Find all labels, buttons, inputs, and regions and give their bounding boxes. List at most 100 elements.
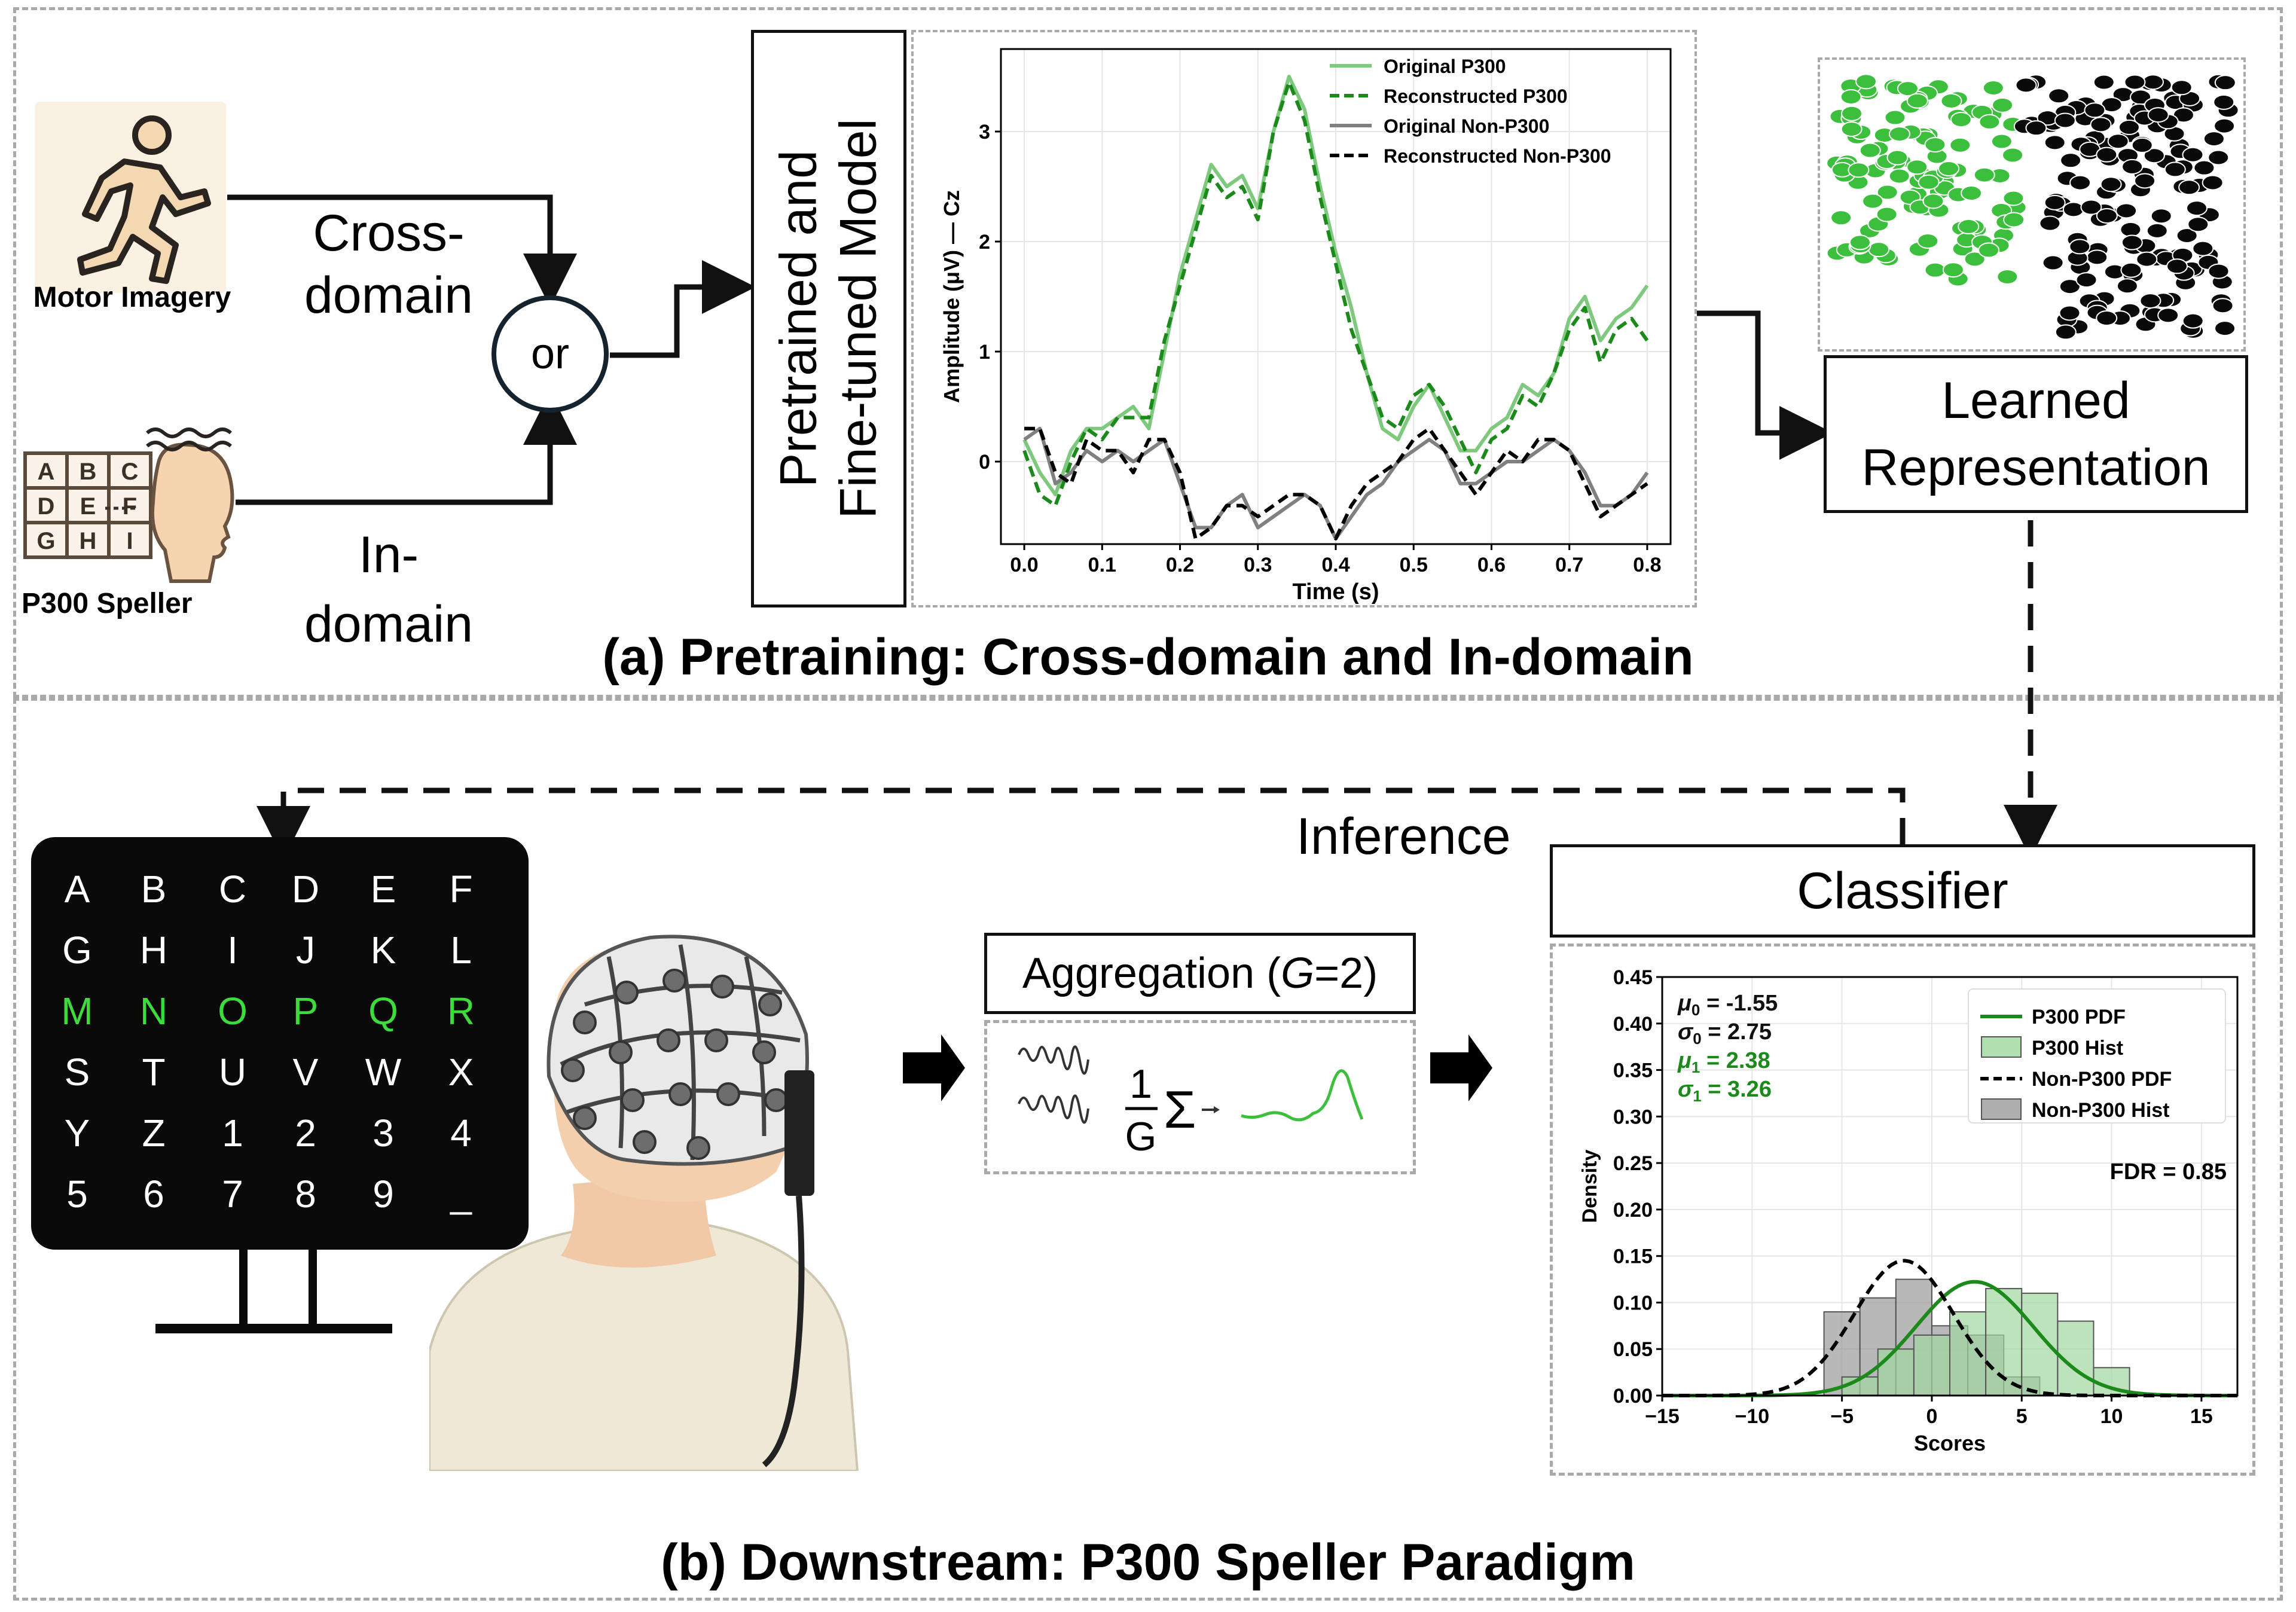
scatter-point xyxy=(1917,233,1939,249)
scatter-point xyxy=(2059,305,2081,321)
speller-cell: J xyxy=(296,929,315,972)
mini-letter: D xyxy=(38,493,55,520)
y-tick-label: 2 xyxy=(979,231,990,254)
y-axis-label: Density xyxy=(1578,1150,1601,1223)
learned-line1: Learned xyxy=(1941,372,2130,429)
mini-letter: H xyxy=(80,528,97,554)
x-tick-label: 15 xyxy=(2190,1405,2213,1428)
scatter-point xyxy=(1855,74,1877,90)
y-tick-label: 0.25 xyxy=(1613,1152,1653,1175)
waveform-chart: 0.0 0.1 0.2 0.3 0.4 0.5 0.6 0.7 0.8 0 1 2 3 Time (s) A… xyxy=(939,48,1672,604)
scatter-point xyxy=(1840,88,1862,105)
speller-cell: 8 xyxy=(295,1173,316,1216)
plot-frame xyxy=(1000,48,1672,545)
legend-swatch xyxy=(1981,1098,2022,1120)
y-tick-label: 0.30 xyxy=(1613,1106,1653,1128)
scatter-point xyxy=(2143,148,2165,164)
y-axis-label: Amplitude (μV) — Cz xyxy=(939,190,964,403)
scatter-point xyxy=(2134,173,2156,189)
scatter-point xyxy=(2002,147,2024,163)
scatter-point xyxy=(2120,262,2142,278)
speller-cell: E xyxy=(370,868,396,911)
tsne-frame xyxy=(1818,57,2246,352)
y-tick-label: 3 xyxy=(979,121,990,144)
speller-cell: L xyxy=(450,929,472,972)
plot-frame xyxy=(1661,976,2239,1397)
aggregation-formula-frame xyxy=(984,1020,1416,1174)
p300-speller-figure: A B C D E F G H I xyxy=(22,425,249,592)
scatter-point xyxy=(2202,175,2224,191)
mini-letter: I xyxy=(126,528,133,554)
scatter-point xyxy=(1990,133,2013,149)
scatter-point xyxy=(1992,97,2014,113)
motor-imagery-figure xyxy=(35,102,226,293)
scatter-point xyxy=(1979,114,2001,130)
speller-cell: X xyxy=(448,1051,474,1094)
scatter-point xyxy=(2150,208,2172,224)
scatter-point xyxy=(2116,278,2138,294)
scatter-point xyxy=(2025,120,2047,136)
formula-sigma: Σ xyxy=(1164,1080,1196,1139)
mini-letter: C xyxy=(121,459,139,485)
legend-label: Reconstructed Non-P300 xyxy=(1384,145,1611,167)
mini-letter: A xyxy=(38,459,55,485)
scatter-point xyxy=(2131,137,2153,153)
electrodes xyxy=(561,969,788,1160)
scatter-point xyxy=(2042,255,2064,271)
eeg-amplifier xyxy=(784,1070,814,1196)
x-tick-label: 5 xyxy=(2016,1405,2028,1428)
speller-cell: B xyxy=(141,868,167,911)
arrow-motor-to-or xyxy=(227,194,577,307)
cross-domain-line2: domain xyxy=(304,267,474,324)
speller-cell: I xyxy=(227,929,238,972)
stat-label: σ1 = 3.26 xyxy=(1678,1077,1772,1105)
scatter-point xyxy=(2044,135,2066,151)
scatter-point xyxy=(2080,199,2102,215)
hist-bar xyxy=(1913,1334,1950,1397)
monitor-stand xyxy=(155,1248,392,1333)
scatter-point xyxy=(1840,121,1863,137)
scatter-point xyxy=(1949,137,1971,153)
scatter-point xyxy=(2212,298,2234,314)
scatter-point xyxy=(2075,272,2097,288)
scatter-point xyxy=(2176,227,2198,243)
x-axis-label: Scores xyxy=(1914,1431,1986,1455)
scatter-point xyxy=(1897,81,1919,97)
scatter-point xyxy=(2164,161,2186,178)
scatter-point xyxy=(1888,126,1910,142)
scatter-point xyxy=(2107,133,2129,149)
arrow-or-to-model xyxy=(610,260,756,358)
source-motor-label: Motor Imagery xyxy=(33,282,231,313)
x-tick-label: −10 xyxy=(1735,1405,1769,1428)
or-node: or xyxy=(491,295,609,413)
x-axis-label: Time (s) xyxy=(1292,579,1379,604)
scatter-point xyxy=(1978,242,2000,258)
input-wave-1 xyxy=(1018,1045,1089,1075)
scatter-point xyxy=(2093,74,2115,90)
scatter-point xyxy=(1849,234,1871,251)
formula-denominator: G xyxy=(1125,1114,1157,1159)
scatter-point xyxy=(2157,307,2179,323)
scatter-point xyxy=(2213,94,2235,110)
scatter-point xyxy=(2124,74,2146,90)
in-domain-line2: domain xyxy=(304,596,474,653)
scatter-point xyxy=(2187,216,2209,233)
series-line xyxy=(1024,426,1648,541)
scatter-point xyxy=(2015,77,2037,93)
scatter-point xyxy=(2096,207,2118,224)
scatter-point xyxy=(2090,117,2112,133)
panel-a-flow-arrows xyxy=(227,194,1833,505)
scatter-point xyxy=(2178,179,2200,196)
scatter-point xyxy=(2121,158,2144,175)
waveform-chart-frame xyxy=(911,30,1697,607)
cross-domain-line1: Cross- xyxy=(313,204,465,262)
speller-cell: K xyxy=(370,929,396,972)
mini-letter: E xyxy=(80,493,96,520)
aggregation-var: G xyxy=(1281,950,1315,997)
in-domain-line1: In- xyxy=(358,526,419,584)
scatter-point xyxy=(1848,162,1870,178)
scatter-point xyxy=(1906,93,1928,109)
scatter-point xyxy=(2203,131,2225,147)
series-line xyxy=(1022,80,1649,508)
legend-label: P300 Hist xyxy=(2032,1037,2123,1060)
